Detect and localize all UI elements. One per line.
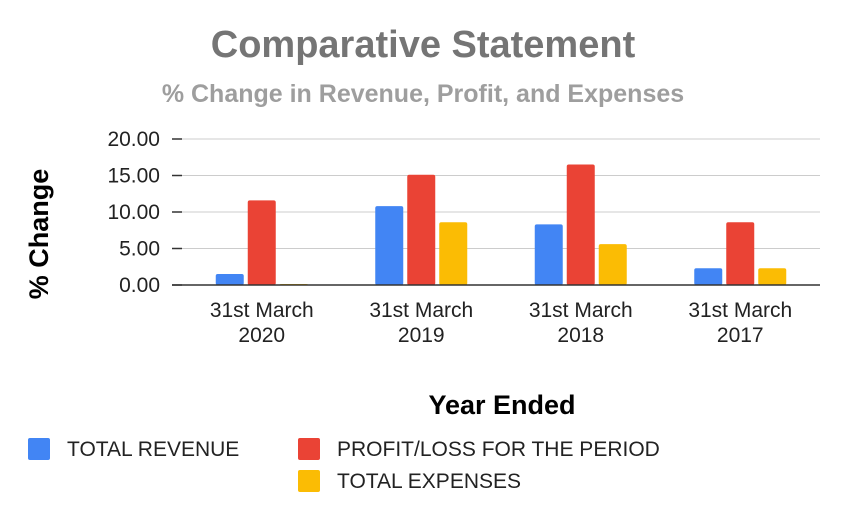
gridlines [182, 138, 820, 249]
x-axis-title: Year Ended [428, 390, 575, 420]
legend-swatch [28, 438, 50, 460]
y-tick-label: 15.00 [107, 165, 160, 188]
chart-subtitle: % Change in Revenue, Profit, and Expense… [162, 80, 684, 108]
x-category-label: 2019 [398, 324, 445, 347]
y-axis-title: % Change [24, 169, 54, 300]
bar [566, 164, 595, 285]
x-category-label: 31st March [688, 299, 792, 322]
bar [375, 206, 404, 285]
x-category-label: 31st March [369, 299, 473, 322]
bar [247, 200, 276, 285]
y-tick-label: 0.00 [119, 274, 160, 297]
bar [215, 274, 244, 285]
legend-label: TOTAL REVENUE [67, 438, 239, 461]
x-category-label: 31st March [210, 299, 314, 322]
bar [598, 244, 627, 285]
y-axis-ticks: 0.00 5.00 10.00 15.00 20.00 [107, 128, 182, 297]
x-category-label: 2020 [238, 324, 285, 347]
bar [439, 222, 468, 285]
chart-title: Comparative Statement [211, 24, 636, 66]
legend-label: TOTAL EXPENSES [337, 470, 521, 493]
legend: TOTAL REVENUE PROFIT/LOSS FOR THE PERIOD T… [28, 438, 660, 493]
x-category-label: 2018 [557, 324, 604, 347]
legend-swatch [298, 438, 320, 460]
legend-label: PROFIT/LOSS FOR THE PERIOD [337, 438, 660, 461]
bar [694, 268, 723, 285]
bar [534, 224, 563, 285]
bars [215, 164, 787, 285]
bar [726, 222, 755, 285]
x-category-label: 2017 [717, 324, 764, 347]
bar [407, 174, 436, 285]
x-category-label: 31st March [529, 299, 633, 322]
y-tick-label: 20.00 [107, 128, 160, 151]
y-tick-label: 5.00 [119, 238, 160, 261]
legend-swatch [298, 470, 320, 492]
y-tick-label: 10.00 [107, 201, 160, 224]
bar [758, 268, 787, 285]
